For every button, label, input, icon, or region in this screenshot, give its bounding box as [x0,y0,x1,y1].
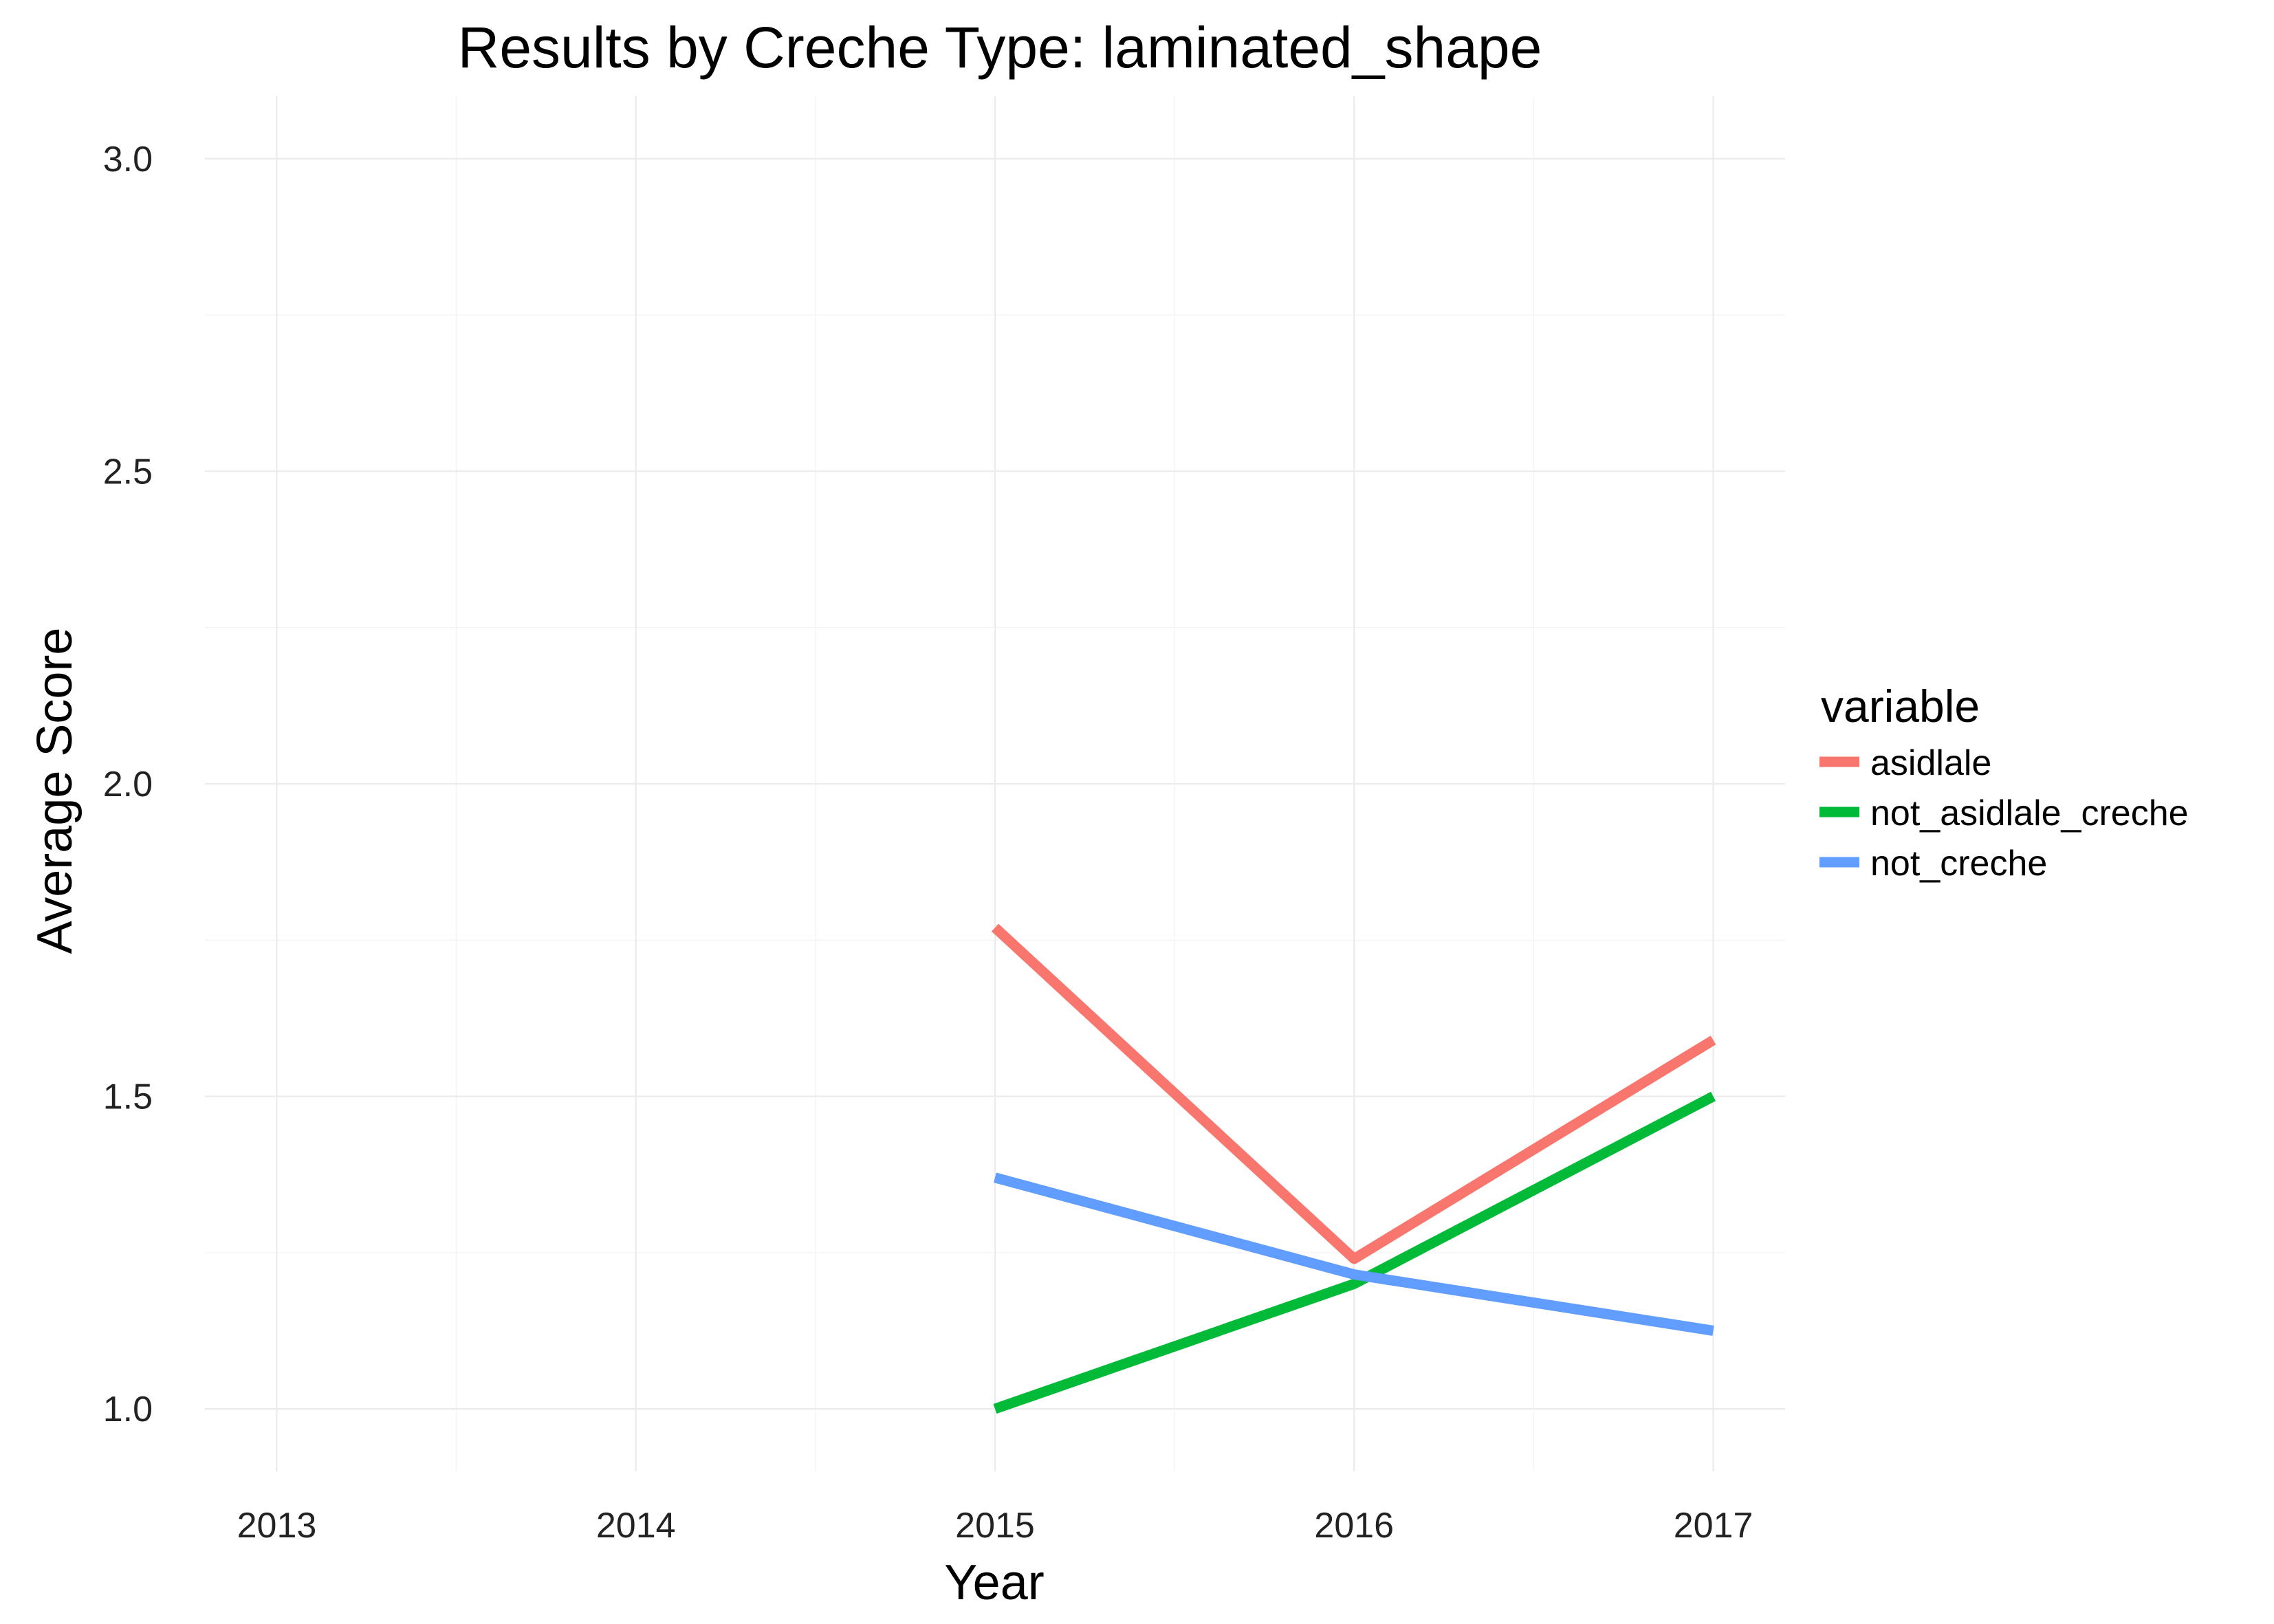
y-axis-title: Average Score [28,628,83,954]
x-tick-label: 2017 [1674,1506,1753,1546]
y-tick-label: 2.5 [103,452,153,492]
series-line-asidlale [991,923,1716,1264]
legend-title: variable [1821,681,1980,732]
x-tick-label: 2016 [1314,1506,1394,1546]
x-tick-label: 2014 [596,1506,676,1546]
series-lines [991,923,1716,1414]
x-axis-title: Year [944,1555,1044,1610]
y-tick-label: 1.0 [103,1390,153,1429]
y-tick-label: 1.5 [103,1077,153,1117]
series-line-not-asidlale-creche [993,1091,1716,1414]
legend-items: asidlale not_asidlale_creche not_creche [1819,743,2189,884]
y-tick-label: 3.0 [103,140,153,179]
grid [205,96,1785,1471]
legend-label: not_asidlale_creche [1870,793,2189,833]
x-tick-label: 2015 [955,1506,1035,1546]
y-axis-ticks: 1.0 1.5 2.0 2.5 3.0 [103,140,153,1429]
chart-title: Results by Creche Type: laminated_shape [458,15,1542,80]
x-tick-label: 2013 [237,1506,317,1546]
legend-label: not_creche [1870,844,2047,884]
y-tick-label: 2.0 [103,765,153,804]
legend: variable asidlale not_asidlale_creche not_… [1819,681,2189,884]
series-line-not-creche [994,1172,1714,1336]
legend-label: asidlale [1870,743,1991,783]
x-axis-ticks: 2013 2014 2015 2016 2017 [237,1506,1753,1546]
